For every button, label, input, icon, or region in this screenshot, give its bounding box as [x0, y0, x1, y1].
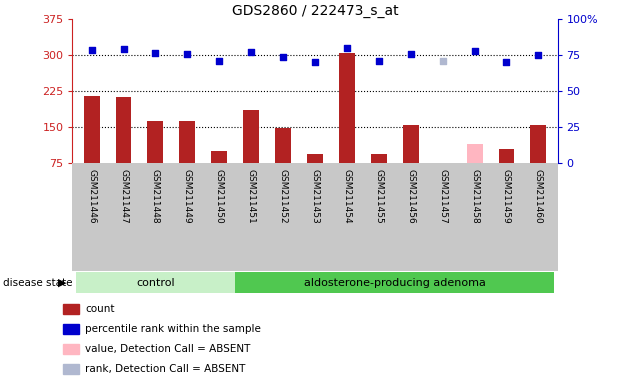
Text: GSM211455: GSM211455	[374, 169, 383, 223]
Point	[118, 46, 129, 53]
Point	[501, 59, 512, 65]
Bar	[115, 97, 132, 163]
Point	[469, 48, 479, 55]
Text: GSM211460: GSM211460	[534, 169, 543, 223]
Text: GSM211448: GSM211448	[151, 169, 160, 223]
Text: control: control	[136, 278, 175, 288]
Point	[278, 54, 288, 60]
Point	[214, 58, 224, 64]
Text: GSM211456: GSM211456	[406, 169, 415, 223]
Bar	[180, 121, 195, 163]
Bar	[498, 149, 515, 163]
Text: percentile rank within the sample: percentile rank within the sample	[85, 324, 261, 334]
FancyBboxPatch shape	[235, 272, 554, 293]
Text: count: count	[85, 304, 115, 314]
Text: GSM211454: GSM211454	[343, 169, 352, 223]
Bar	[147, 121, 163, 163]
Title: GDS2860 / 222473_s_at: GDS2860 / 222473_s_at	[232, 4, 398, 18]
Point	[246, 49, 256, 55]
Text: GSM211458: GSM211458	[470, 169, 479, 223]
Text: GSM211449: GSM211449	[183, 169, 192, 223]
Text: ▶: ▶	[58, 278, 66, 288]
Bar	[307, 154, 323, 163]
Bar	[467, 144, 483, 163]
Point	[310, 60, 320, 66]
Bar	[371, 154, 387, 163]
FancyBboxPatch shape	[76, 272, 235, 293]
Point	[151, 50, 161, 56]
Text: value, Detection Call = ABSENT: value, Detection Call = ABSENT	[85, 344, 251, 354]
Bar	[339, 53, 355, 163]
Text: GSM211446: GSM211446	[87, 169, 96, 223]
Point	[438, 58, 448, 64]
Point	[374, 58, 384, 64]
Point	[534, 52, 544, 58]
Bar	[275, 128, 291, 163]
Text: GSM211447: GSM211447	[119, 169, 128, 223]
Bar	[403, 125, 419, 163]
Text: GSM211459: GSM211459	[502, 169, 511, 223]
Text: rank, Detection Call = ABSENT: rank, Detection Call = ABSENT	[85, 364, 246, 374]
Text: GSM211457: GSM211457	[438, 169, 447, 223]
Point	[342, 45, 352, 51]
Text: GSM211451: GSM211451	[247, 169, 256, 223]
Point	[86, 47, 96, 53]
Text: GSM211450: GSM211450	[215, 169, 224, 223]
Bar	[84, 96, 100, 163]
Text: GSM211453: GSM211453	[311, 169, 319, 223]
Point	[406, 51, 416, 57]
Text: disease state: disease state	[3, 278, 72, 288]
Text: GSM211452: GSM211452	[278, 169, 287, 223]
Bar	[211, 151, 227, 163]
Point	[182, 51, 192, 57]
Bar	[530, 125, 546, 163]
Text: aldosterone-producing adenoma: aldosterone-producing adenoma	[304, 278, 486, 288]
Bar	[243, 111, 259, 163]
